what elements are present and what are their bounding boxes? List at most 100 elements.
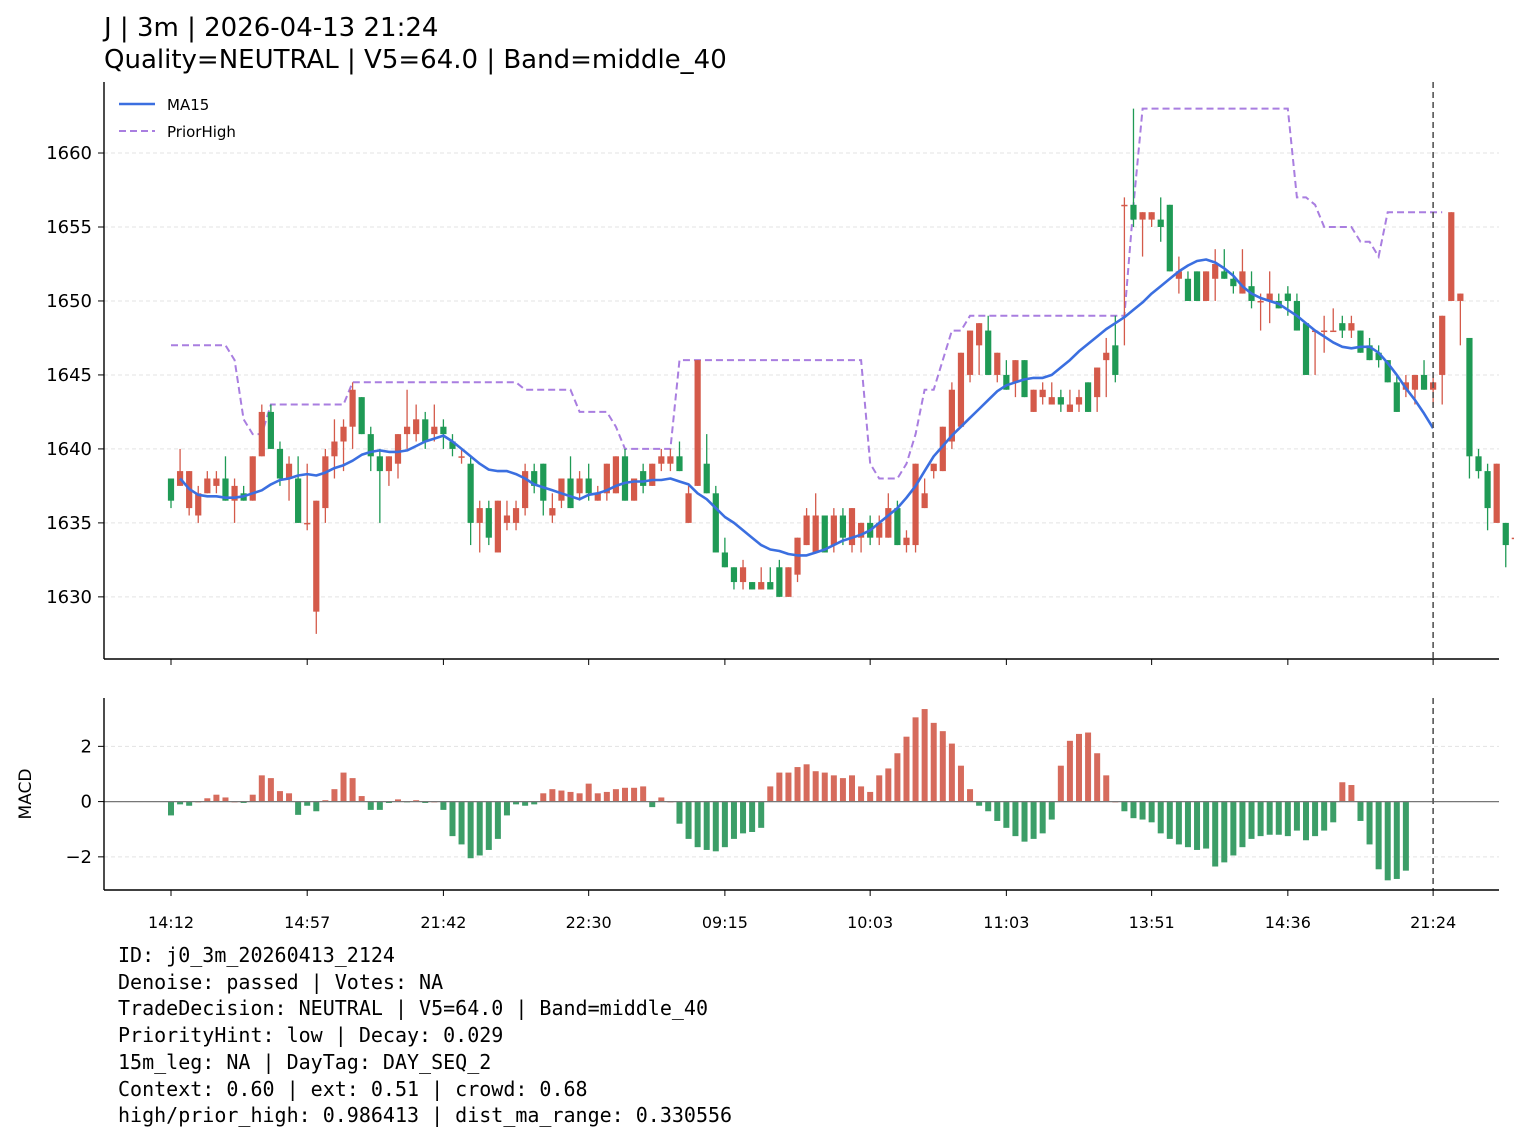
prior-high-line: [171, 107, 1443, 480]
info-line: high/prior_high: 0.986413 | dist_ma_rang…: [118, 1103, 733, 1128]
macd-bar: [1330, 801, 1337, 823]
candle: [985, 315, 992, 375]
price-ytick-label: 1660: [46, 143, 92, 164]
candle-body: [640, 471, 647, 486]
candle: [186, 471, 193, 516]
candle-body: [730, 567, 738, 583]
macd-bar: [213, 794, 220, 802]
candle: [503, 500, 511, 531]
candle: [857, 522, 865, 553]
macd-bar: [440, 801, 447, 810]
macd-bar: [458, 801, 465, 845]
macd-bar: [177, 801, 184, 805]
macd-bar: [249, 794, 256, 802]
candle-body: [231, 485, 238, 501]
macd-bar: [1257, 801, 1264, 837]
candle-body: [812, 515, 819, 553]
candle-body: [249, 456, 256, 501]
xtick-label: 14:12: [148, 913, 194, 932]
candle-body: [1157, 219, 1164, 227]
macd-bar: [967, 789, 974, 802]
macd-bar: [1094, 753, 1101, 802]
macd-bar: [1366, 801, 1373, 845]
candle-body: [839, 515, 847, 538]
candle-body: [694, 360, 701, 486]
macd-bar: [1039, 801, 1046, 834]
macd-bar: [740, 801, 747, 834]
candle-body: [912, 463, 919, 546]
candle-body: [1375, 352, 1382, 361]
candle-body: [285, 463, 293, 479]
macd-bar: [1121, 801, 1128, 812]
macd-bar: [767, 786, 774, 802]
candlestick-series: [167, 108, 1514, 634]
candle-body: [367, 434, 374, 457]
candle: [939, 426, 946, 472]
macd-bar: [858, 786, 865, 802]
candle: [440, 419, 447, 449]
candle-body: [176, 471, 184, 486]
macd-bar: [658, 797, 665, 802]
candle-body: [1121, 204, 1128, 207]
candle-body: [1502, 522, 1509, 546]
candle: [195, 485, 202, 523]
macd-bar: [1284, 801, 1291, 837]
candle-body: [1384, 360, 1391, 383]
candle: [976, 323, 983, 375]
candle-body: [703, 463, 710, 494]
candle: [403, 389, 411, 449]
macd-bar: [1212, 801, 1219, 867]
candle-body: [667, 456, 674, 464]
macd-bar: [1184, 801, 1191, 848]
macd-bar: [313, 801, 320, 812]
chart-title-line-1: J | 3m | 2026-04-13 21:24: [104, 13, 439, 43]
candle-body: [1148, 212, 1155, 220]
candle-body: [213, 478, 220, 486]
macd-bar: [1348, 785, 1355, 802]
macd-bar: [994, 801, 1001, 821]
candle: [1166, 204, 1173, 272]
macd-bar: [849, 775, 855, 802]
candle: [413, 404, 420, 442]
macd-bar: [503, 801, 510, 816]
candle: [603, 463, 610, 501]
candle-body: [758, 582, 765, 590]
macd-bar: [1103, 775, 1110, 802]
macd-bar: [1321, 801, 1328, 831]
macd-bar: [349, 778, 356, 802]
candle-body: [1103, 352, 1110, 361]
candle-body: [1366, 345, 1373, 361]
candle-body: [222, 478, 229, 501]
candle-body: [267, 411, 274, 449]
macd-ytick-label: 0: [81, 792, 92, 813]
candle: [758, 567, 765, 590]
candle-body: [848, 508, 856, 546]
macd-bar: [1048, 801, 1055, 820]
candle-body: [594, 493, 601, 501]
macd-bar: [812, 771, 819, 802]
macd-bar: [295, 801, 302, 815]
candle-body: [1448, 212, 1455, 301]
candle: [640, 463, 647, 494]
macd-bar: [1139, 801, 1146, 820]
candle-body: [994, 352, 1001, 375]
candle: [876, 515, 883, 546]
candle: [1430, 374, 1437, 405]
candle-body: [1084, 382, 1092, 412]
macd-bar: [594, 793, 601, 802]
candle-body: [1321, 330, 1328, 333]
candle-body: [531, 471, 538, 486]
candle: [431, 404, 438, 442]
macd-bar: [276, 791, 283, 802]
macd-bar: [721, 801, 728, 848]
candle-body: [322, 456, 329, 509]
candle: [540, 463, 547, 516]
candle: [621, 448, 629, 501]
candle: [1121, 197, 1128, 346]
candle: [1039, 382, 1046, 405]
macd-bar: [1021, 801, 1028, 842]
macd-bar: [567, 791, 574, 802]
candle: [385, 456, 393, 486]
candle-body: [1257, 300, 1264, 303]
candle-body: [630, 478, 638, 501]
